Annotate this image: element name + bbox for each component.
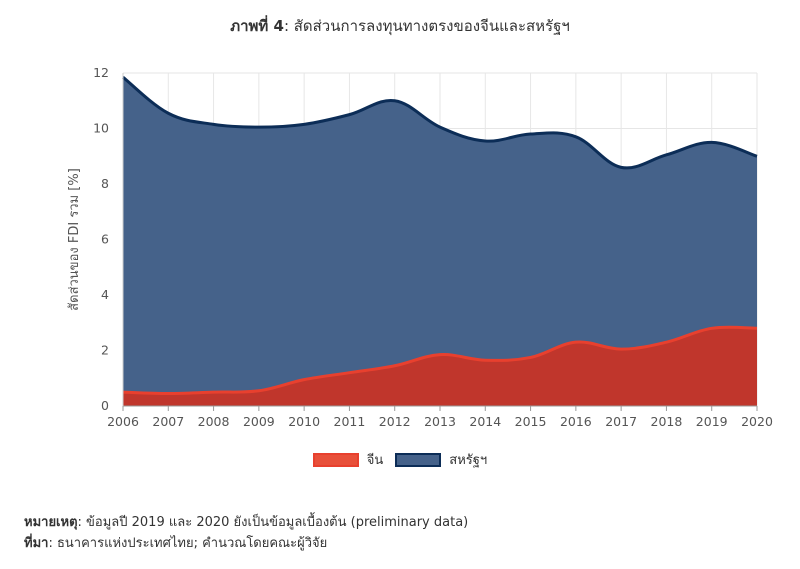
remark-text: : ข้อมูลปี 2019 และ 2020 ยังเป็นข้อมูลเบ… xyxy=(77,515,469,530)
x-tick-label: 2007 xyxy=(152,414,184,429)
x-tick-label: 2020 xyxy=(741,414,773,429)
x-tick-label: 2017 xyxy=(605,414,637,429)
y-tick-label: 8 xyxy=(101,176,109,191)
legend: จีน สหรัฐฯ xyxy=(0,449,800,470)
source-line: ที่มา: ธนาคารแห่งประเทศไทย; คำนวณโดยคณะผ… xyxy=(24,533,468,554)
y-tick-label: 6 xyxy=(101,232,109,247)
legend-swatch-china xyxy=(312,452,359,467)
y-tick-label: 2 xyxy=(101,343,109,358)
chart-title-rest: : สัดส่วนการลงทุนทางตรงของจีนและสหรัฐฯ xyxy=(283,17,570,35)
x-tick-label: 2011 xyxy=(334,414,366,429)
x-tick-label: 2010 xyxy=(288,414,320,429)
series-line-usa xyxy=(122,75,758,170)
y-tick-label: 10 xyxy=(93,121,109,136)
x-tick-label: 2019 xyxy=(696,414,728,429)
series-areas xyxy=(122,75,758,406)
remark-line: หมายเหตุ: ข้อมูลปี 2019 และ 2020 ยังเป็น… xyxy=(24,512,468,533)
chart-title-bold: ภาพที่ 4 xyxy=(230,17,284,35)
source-label: ที่มา xyxy=(24,536,49,551)
legend-item-china[interactable]: จีน xyxy=(312,449,384,470)
y-tick-label: 0 xyxy=(101,398,109,413)
x-tick-label: 2009 xyxy=(243,414,275,429)
legend-item-usa[interactable]: สหรัฐฯ xyxy=(395,449,487,470)
y-tick-labels: 0 2 4 6 8 10 12 xyxy=(93,65,109,413)
y-tick-label: 12 xyxy=(93,65,109,80)
x-tick-label: 2006 xyxy=(107,414,139,429)
x-tick-labels: 2006 2007 2008 2009 2010 2011 2012 2013 2014 2015… xyxy=(107,406,773,429)
x-tick-label: 2018 xyxy=(651,414,683,429)
x-tick-label: 2008 xyxy=(198,414,230,429)
remark-label: หมายเหตุ xyxy=(24,515,78,530)
legend-label-usa: สหรัฐฯ xyxy=(449,453,488,468)
legend-label-china: จีน xyxy=(366,453,384,468)
source-text: : ธนาคารแห่งประเทศไทย; คำนวณโดยคณะผู้วิจ… xyxy=(48,536,328,551)
chart-title: ภาพที่ 4: สัดส่วนการลงทุนทางตรงของจีนและ… xyxy=(0,14,800,38)
y-axis-label: สัดส่วนของ FDI รวม [%] xyxy=(67,168,82,311)
x-tick-label: 2015 xyxy=(515,414,547,429)
x-tick-label: 2014 xyxy=(469,414,501,429)
series-area-usa xyxy=(123,77,757,406)
x-tick-label: 2016 xyxy=(560,414,592,429)
legend-swatch-usa xyxy=(395,452,442,467)
series-line-china xyxy=(122,325,758,396)
footnotes: หมายเหตุ: ข้อมูลปี 2019 และ 2020 ยังเป็น… xyxy=(24,512,468,554)
x-tick-label: 2012 xyxy=(379,414,411,429)
x-tick-label: 2013 xyxy=(424,414,456,429)
y-tick-label: 4 xyxy=(101,287,109,302)
